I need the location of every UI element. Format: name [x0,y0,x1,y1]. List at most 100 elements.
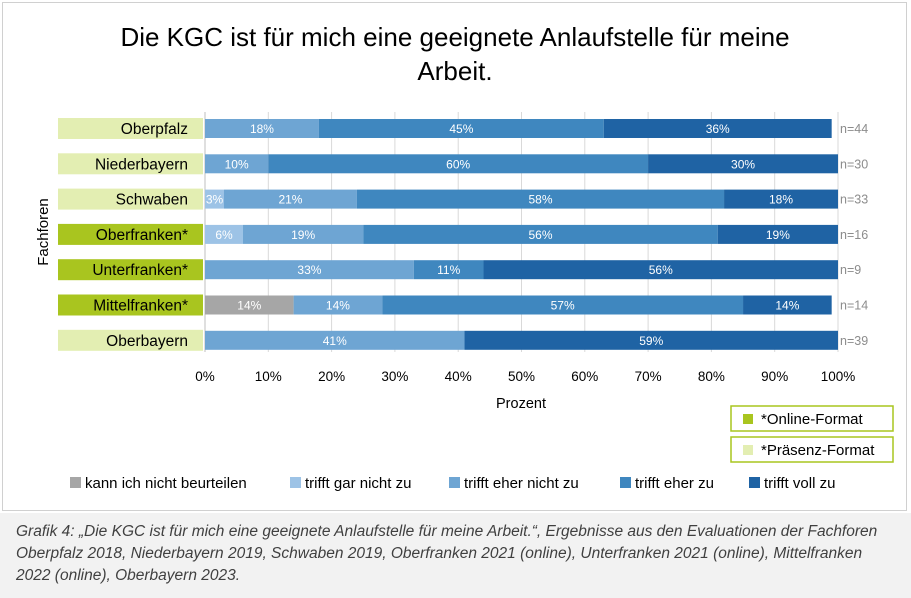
series-legend-label: kann ich nicht beurteilen [85,475,247,492]
x-tick-label: 50% [508,369,535,384]
category-label: Unterfranken* [92,262,188,279]
bar-segment [743,295,832,315]
category-label: Schwaben [116,192,188,209]
bar-segment [413,260,484,280]
x-tick-label: 20% [318,369,345,384]
format-legend-box [730,436,894,463]
x-tick-label: 40% [445,369,472,384]
sample-size-label: n=33 [840,193,868,207]
bar-segment [464,330,838,350]
bar-value-label: 14% [237,299,261,313]
format-legend-box [730,405,894,432]
bar-segment [205,189,224,209]
x-axis-title: Prozent [496,396,546,412]
bar-value-label: 45% [449,122,473,136]
sample-size-label: n=44 [840,122,868,136]
bar-segment [205,154,269,174]
series-legend-swatch [449,477,460,488]
category-label: Oberfranken* [96,227,188,244]
category-label: Oberbayern [106,333,188,350]
chart-title-line-2: Arbeit. [417,56,493,86]
bar-segment [268,154,649,174]
bar-segment [363,224,718,244]
bar-segment [483,260,838,280]
bar-value-label: 57% [551,299,575,313]
bar-segment [205,224,243,244]
bar-value-label: 56% [528,228,552,242]
series-legend-label: trifft voll zu [764,475,835,492]
sample-size-label: n=9 [840,263,861,277]
bar-segment [205,260,414,280]
series-legend-swatch [620,477,631,488]
bar-value-label: 10% [225,157,249,171]
x-tick-label: 60% [571,369,598,384]
bar-value-label: 19% [291,228,315,242]
sample-size-label: n=39 [840,334,868,348]
sample-size-label: n=30 [840,157,868,171]
bar-segment [223,189,357,209]
bar-segment [205,330,465,350]
x-tick-label: 90% [761,369,788,384]
bar-value-label: 21% [278,193,302,207]
bar-value-label: 6% [215,228,233,242]
bar-segment [205,119,319,138]
category-label: Mittelfranken* [93,298,188,315]
bar-value-label: 41% [323,334,347,348]
series-legend-swatch [290,477,301,488]
figure-caption: Grafik 4: „Die KGC ist für mich eine gee… [0,513,911,598]
bar-segment [603,119,832,138]
series-legend-swatch [70,477,81,488]
bar-segment [724,189,838,209]
y-axis-title: Fachforen [35,198,52,266]
bar-segment [356,189,725,209]
bar-segment [293,295,383,315]
series-legend-label: trifft gar nicht zu [305,475,411,492]
bar-value-label: 36% [706,122,730,136]
x-tick-label: 30% [381,369,408,384]
x-tick-label: 70% [635,369,662,384]
series-legend-swatch [749,477,760,488]
category-label-box [58,188,203,210]
stacked-bar-chart: 0% 10% 20% 30% 40% 50% 60% 70% 80% 90% 100% Oberpfa… [35,112,894,492]
bar-value-label: 14% [775,299,799,313]
bar-value-label: 11% [437,263,460,277]
bar-segment [205,295,294,315]
bar-value-label: 18% [250,122,274,136]
category-label-box [58,223,203,245]
bar-segment [648,154,838,174]
x-tick-label: 80% [698,369,725,384]
bar-value-label: 18% [769,193,793,207]
series-legend-label: trifft eher nicht zu [464,475,579,492]
format-legend-swatch [743,445,753,455]
format-legend-swatch [743,414,753,424]
bar-value-label: 33% [297,263,321,277]
bar-segment [717,224,838,244]
category-label: Oberpfalz [121,121,188,138]
chart-title-line-1: Die KGC ist für mich eine geeignete Anla… [120,22,790,52]
bar-value-label: 56% [649,263,673,277]
category-label-box [58,259,203,281]
category-label-box [58,118,203,139]
category-label-box [58,329,203,351]
bar-value-label: 58% [528,193,552,207]
x-tick-label: 100% [821,369,856,384]
bar-value-label: 59% [639,334,663,348]
series-legend-label: trifft eher zu [635,475,714,492]
x-tick-label: 0% [195,369,215,384]
bar-value-label: 19% [766,228,790,242]
bar-value-label: 3% [206,193,224,207]
bar-value-label: 60% [446,157,470,171]
sample-size-label: n=16 [840,228,868,242]
category-label-box [58,153,203,175]
x-tick-label: 10% [255,369,282,384]
bar-segment [382,295,744,315]
format-legend-label: *Präsenz-Format [761,442,875,459]
bar-value-label: 30% [731,157,755,171]
category-label-box [58,294,203,316]
bar-segment [242,224,364,244]
sample-size-label: n=14 [840,299,868,313]
bar-value-label: 14% [326,299,350,313]
bar-segment [318,119,604,138]
category-label: Niederbayern [95,156,188,173]
format-legend-label: *Online-Format [761,411,864,428]
